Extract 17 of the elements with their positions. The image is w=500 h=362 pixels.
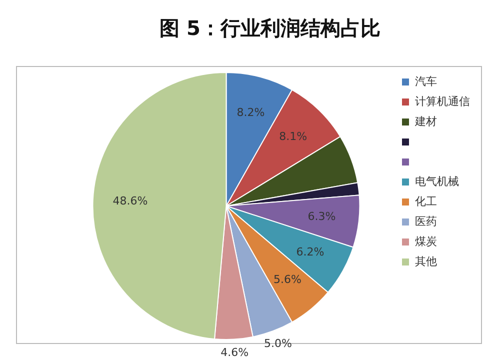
- legend-label: 汽车: [415, 74, 437, 88]
- legend-label: 建材: [414, 114, 437, 128]
- data-label: 6.2%: [296, 246, 324, 259]
- legend-label: 计算机通信: [415, 94, 470, 108]
- legend-label: 煤炭: [415, 234, 437, 248]
- data-label: 5.0%: [264, 337, 292, 350]
- legend-label: 其他: [415, 254, 437, 268]
- data-label: 8.1%: [279, 130, 308, 143]
- legend-label: 化工: [415, 194, 437, 208]
- data-label: 48.6%: [112, 194, 148, 208]
- data-label: 8.2%: [236, 106, 265, 119]
- legend-label: 电气机械: [415, 174, 459, 188]
- data-label: 5.6%: [274, 272, 302, 286]
- chart-title: 图 5：行业利润结构占比: [160, 16, 380, 40]
- data-label: 4.6%: [220, 346, 249, 360]
- data-label: 6.3%: [308, 210, 336, 224]
- legend-label: 医药: [415, 214, 437, 228]
